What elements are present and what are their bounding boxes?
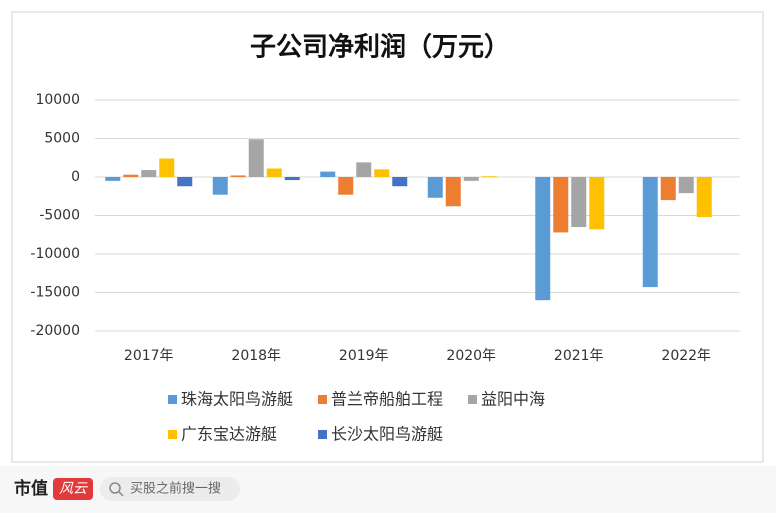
legend-swatch (318, 430, 327, 439)
bar (230, 175, 246, 177)
legend-swatch (168, 430, 177, 439)
x-tick-label: 2018年 (231, 348, 281, 364)
x-tick-label: 2022年 (661, 348, 711, 364)
bar (338, 177, 354, 195)
y-tick-label: -20000 (30, 323, 80, 339)
legend-label: 广东宝达游艇 (181, 425, 277, 444)
bar (696, 177, 712, 218)
y-tick-label: 5000 (44, 131, 80, 147)
bar (463, 177, 479, 181)
bar (159, 158, 175, 177)
bar (642, 177, 658, 288)
bar (248, 139, 264, 177)
x-tick-label: 2017年 (124, 348, 174, 364)
footer-logo: 市值 (14, 478, 48, 499)
legend-label: 珠海太阳鸟游艇 (181, 390, 293, 409)
legend-label: 普兰帝船舶工程 (331, 390, 443, 409)
legend-label: 益阳中海 (481, 390, 545, 409)
bar (427, 177, 443, 198)
x-tick-label: 2020年 (446, 348, 496, 364)
search-box[interactable] (100, 477, 240, 501)
y-tick-label: -10000 (30, 246, 80, 262)
bar (123, 174, 139, 177)
bar (481, 176, 497, 178)
plot: 10000 5000 0 -5000 -10000 -15000 -20000 2017年 20… (30, 92, 740, 444)
legend-label: 长沙太阳鸟游艇 (331, 425, 443, 444)
bar (141, 170, 157, 177)
search-placeholder[interactable]: 买股之前搜一搜 (130, 481, 221, 497)
bar (177, 177, 193, 187)
y-tick-label: 0 (71, 169, 80, 185)
search-icon-handle (118, 491, 124, 497)
bar (284, 177, 300, 181)
y-tick-label: -5000 (39, 208, 80, 224)
x-tick-label: 2021年 (554, 348, 604, 364)
search-icon (109, 482, 121, 494)
x-tick-label: 2019年 (339, 348, 389, 364)
bar (678, 177, 694, 194)
legend-swatch (318, 395, 327, 404)
bar (535, 177, 551, 301)
bar (266, 168, 282, 177)
bar (105, 177, 121, 181)
y-tick-label: 10000 (35, 92, 80, 108)
bar (320, 171, 336, 177)
bar (571, 177, 587, 228)
chart-frame (11, 11, 764, 463)
logo-badge (53, 478, 93, 500)
bar (374, 169, 390, 177)
bar (356, 162, 372, 177)
legend-swatch (168, 395, 177, 404)
bar (589, 177, 605, 230)
y-tick-label: -15000 (30, 285, 80, 301)
bar (553, 177, 569, 233)
footer-logo-badge: 风云 (59, 481, 88, 497)
bar (660, 177, 676, 201)
bar (392, 177, 408, 187)
bar (445, 177, 461, 207)
legend-swatch (468, 395, 477, 404)
chart-title: 子公司净利润（万元） (250, 32, 510, 63)
bar (212, 177, 228, 195)
